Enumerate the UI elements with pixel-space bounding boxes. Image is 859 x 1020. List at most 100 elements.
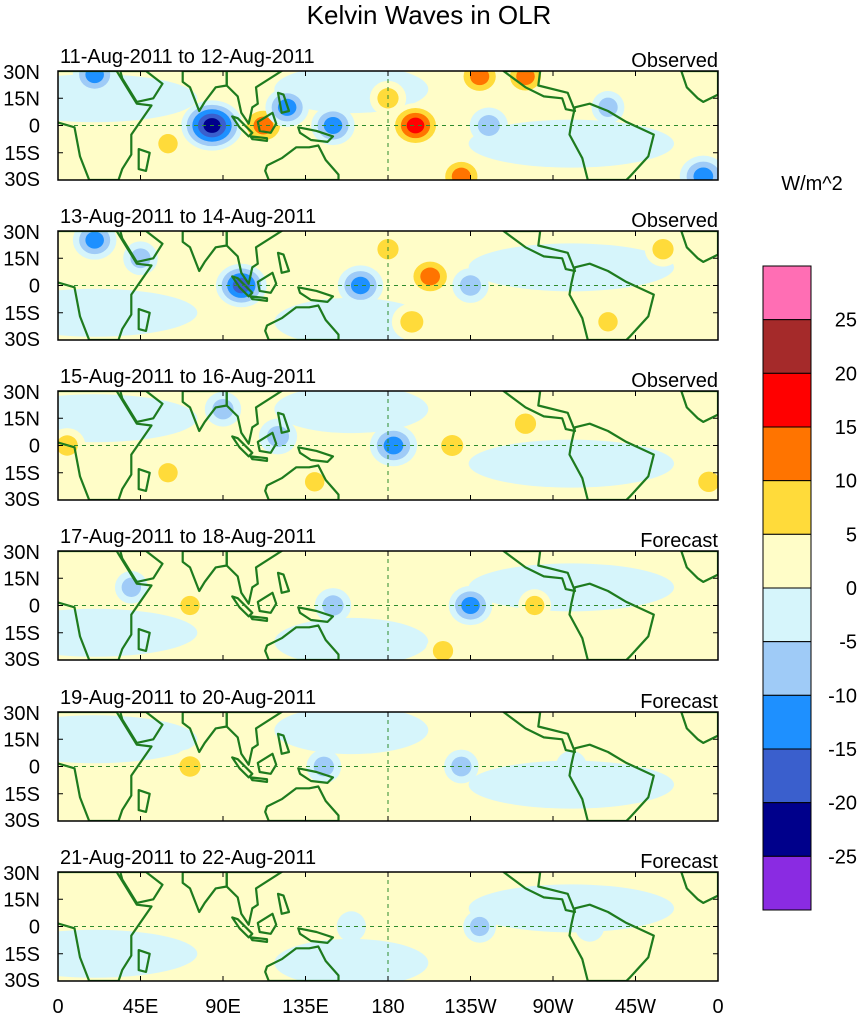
coastline-mexico [502,71,577,113]
chart-title: Kelvin Waves in OLR [307,0,552,30]
coastline-madagascar [137,148,151,172]
colorbar-box [762,372,812,428]
coastline-africa [58,551,153,660]
panel-status: Observed [631,370,718,392]
colorbar-box [762,319,812,374]
coastline-philippines [276,251,291,274]
y-tick-label: 15N [3,88,40,110]
colorbar-units: W/m^2 [781,173,843,195]
y-tick-label: 30N [3,542,40,564]
coastline-australia [264,304,340,340]
anomaly-blob [514,413,537,434]
y-tick-label: 15N [3,889,40,911]
coastline-australia [264,945,340,981]
coastline-philippines [276,91,291,114]
colorbar-box [762,748,812,804]
coastline-guinea [297,927,335,945]
y-tick-label: 15N [3,408,40,430]
coastline-seasia [225,391,283,445]
coastline-borneo [256,271,278,294]
anomaly-blob [461,596,480,615]
coastline-samerica [568,582,655,660]
panel-date-range: 11-Aug-2011 to 12-Aug-2011 [60,46,315,68]
colorbar-label: 0 [846,578,857,600]
y-tick-label: 0 [29,436,40,458]
anomaly-blob [598,312,618,332]
colorbar-box [762,694,812,750]
y-tick-label: 30N [3,703,40,725]
coastline-madagascar [137,308,151,332]
anomaly-blob [620,626,651,658]
coastline-africa [58,391,153,500]
coastline-philippines [276,571,291,594]
anomaly-blob [420,267,441,286]
panel-2: 30N 15N 0 15S 30S 13-Aug-2011 to 14-Aug-2011 O… [3,206,719,351]
panel-status: Observed [631,50,718,72]
panel-status: Forecast [640,851,718,873]
coastline-sumatra [231,595,254,618]
anomaly-blob [212,398,234,420]
background-band [468,439,674,488]
coastline-africa [58,231,153,340]
x-tick-label: 45E [123,996,159,1018]
continents [58,551,718,660]
background-band [274,617,429,660]
coastline-madagascar [137,948,151,974]
y-tick-label: 15N [3,729,40,751]
colorbar-label: -10 [828,685,857,707]
panel-6: 30N 15N 0 15S 30S 21-Aug-2011 to 22-Aug-2011 F… [3,847,719,992]
coastline-africa [58,71,153,180]
colorbar-box [762,855,812,911]
coastline-samerica [568,903,655,981]
colorbar: W/m^2 25 20 15 10 5 0 -5 -10 -15 -20 -25 [762,173,857,911]
continents [58,712,718,821]
coastline-madagascar [137,788,151,814]
colorbar-label: -5 [839,632,857,654]
coastline-mexico [502,872,577,914]
anomaly-blob [85,231,104,249]
colorbar-label: 25 [835,310,857,332]
colorbar-box [762,480,812,535]
coastline-philippines [276,732,291,755]
x-tick-label: 135E [282,996,329,1018]
x-tick-label: 90W [532,996,573,1018]
coastline-samerica [568,102,655,180]
panel-date-range: 15-Aug-2011 to 16-Aug-2011 [60,366,316,388]
anomaly-blob [477,115,500,136]
coastline-australia [264,144,340,180]
background-band [58,715,198,764]
panel-3: 30N 15N 0 15S 30S 15-Aug-2011 to 16-Aug-2011 O… [3,366,719,511]
coastline-greenland [680,391,718,423]
coastline-greenland [680,231,718,263]
anomaly-blob [698,471,718,493]
x-tick-label: 135W [444,996,496,1018]
coastline-samerica [568,422,655,500]
y-tick-label: 15N [3,248,40,270]
coastline-madagascar [137,468,151,492]
panel-5: 30N 15N 0 15S 30S 19-Aug-2011 to 20-Aug-2011 F… [3,687,719,832]
anomaly-blob [266,425,290,447]
anomaly-blob [400,311,424,333]
coastline-java [249,776,269,784]
y-tick-label: 30N [3,62,40,84]
x-tick-label: 90E [205,996,241,1018]
coastline-greenland [680,71,718,104]
panel-date-range: 21-Aug-2011 to 22-Aug-2011 [60,847,316,869]
anomaly-blob [158,134,178,154]
colorbar-label: 15 [835,417,857,439]
anomaly-blob [451,167,471,180]
coastline-sumatra [231,756,254,779]
coastline-sumatra [231,435,254,458]
y-tick-label: 30N [3,863,40,885]
coastline-seasia [225,71,283,125]
coastline-madagascar [137,627,151,653]
coastline-java [249,615,269,623]
coastline-java [249,455,269,462]
coastline-mexico [502,231,577,273]
colorbar-box [762,641,812,696]
coastline-borneo [256,912,278,935]
coastline-java [249,135,269,142]
coastline-australia [264,624,340,660]
colorbar-box [762,802,812,857]
